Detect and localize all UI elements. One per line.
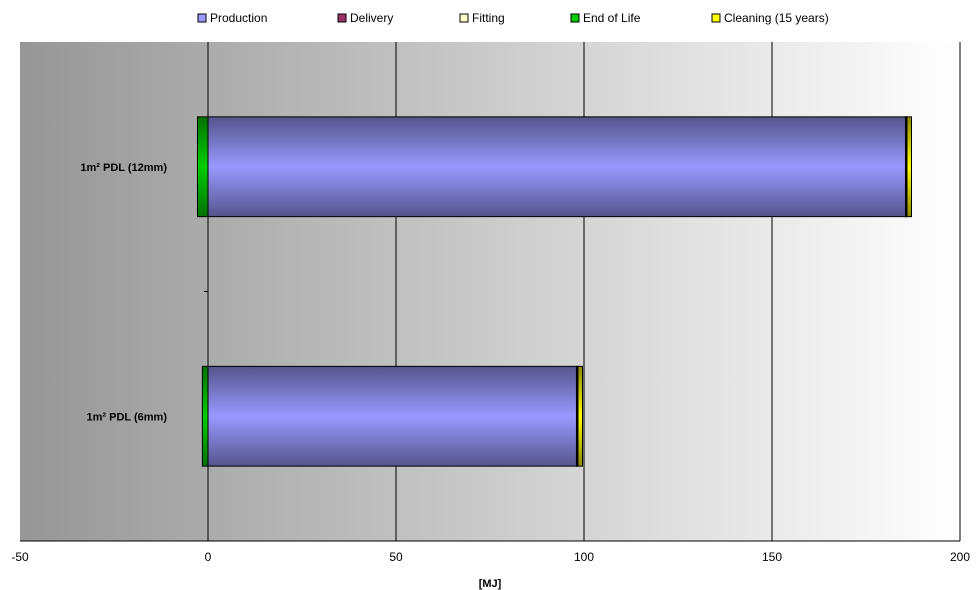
legend-label-cleaning-15-years: Cleaning (15 years) (724, 11, 829, 25)
legend-swatch-end-of-life (570, 13, 580, 23)
x-axis-title: [MJ] (479, 578, 502, 590)
legend: Production Delivery Fitting End of Life Clea… (197, 11, 829, 25)
legend-swatch-fitting (459, 13, 469, 23)
legend-label-end-of-life: End of Life (583, 11, 641, 25)
legend-label-production: Production (210, 11, 267, 25)
x-tick-label: 200 (950, 550, 970, 564)
x-tick-label: 100 (574, 550, 594, 564)
bar-shading (577, 366, 583, 467)
x-tick-label: 150 (762, 550, 782, 564)
x-tick-label: 50 (389, 550, 403, 564)
x-tick-label: -50 (11, 550, 29, 564)
legend-label-fitting: Fitting (472, 11, 505, 25)
bar-shading (906, 116, 912, 217)
legend-swatch-cleaning-15-years (711, 13, 721, 23)
bar-shading (202, 366, 208, 467)
x-tick-label: 0 (205, 550, 212, 564)
category-label: 1m² PDL (6mm) (87, 411, 168, 423)
legend-swatch-delivery (337, 13, 347, 23)
axes: -50 0 50 100 150 200 1m² PDL (12mm) 1m² PDL (6m… (11, 162, 970, 564)
legend-swatch-production (197, 13, 207, 23)
bar-shading (208, 366, 577, 467)
bar-shading (208, 116, 906, 217)
legend-label-delivery: Delivery (350, 11, 393, 25)
bar-shading (197, 116, 208, 217)
bars (196, 116, 912, 467)
category-label: 1m² PDL (12mm) (80, 162, 167, 174)
